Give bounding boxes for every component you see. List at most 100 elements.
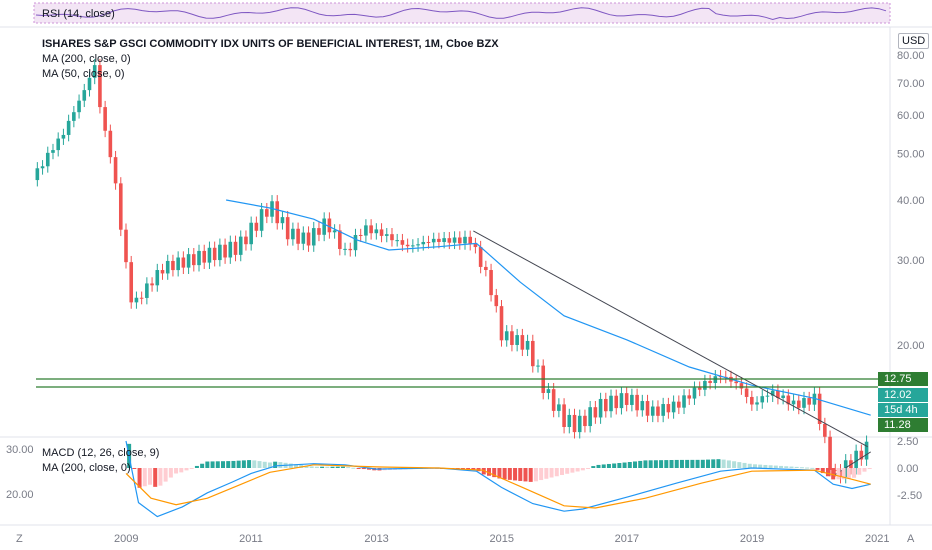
macd-histogram-bar	[137, 468, 142, 488]
macd-histogram-bar	[695, 459, 700, 468]
macd-histogram-bar	[335, 466, 340, 468]
rsi-line	[35, 7, 887, 21]
candle-body	[619, 393, 624, 409]
candle-body	[285, 217, 290, 240]
macd-histogram-bar	[523, 468, 528, 482]
candle-body	[452, 237, 457, 243]
candle-body	[504, 331, 509, 341]
macd-histogram-bar	[147, 468, 152, 485]
macd-histogram-bar	[659, 460, 664, 468]
candle-body	[51, 150, 55, 153]
time-tick-label: 2019	[740, 533, 764, 545]
macd-histogram-bar	[294, 464, 299, 468]
macd-histogram-bar	[471, 468, 476, 470]
macd-histogram-bar	[210, 461, 215, 468]
macd-histogram-bar	[158, 468, 163, 486]
macd-left-tick-label: 20.00	[6, 489, 34, 501]
price-tick-label: 80.00	[897, 50, 925, 62]
candle-body	[609, 395, 613, 412]
candle-body	[150, 283, 154, 286]
candle-body	[405, 244, 410, 247]
candle-body	[515, 335, 519, 345]
macd-histogram-bar	[226, 461, 231, 468]
candle-body	[103, 107, 107, 131]
candle-body	[61, 134, 66, 139]
candle-body	[186, 254, 191, 268]
zoom-icon[interactable]: Z	[16, 533, 23, 545]
macd-histogram-bar	[789, 466, 794, 468]
candle-body	[317, 228, 321, 235]
candle-body	[77, 100, 81, 113]
macd-histogram-bar	[194, 465, 199, 468]
candle-body	[635, 394, 639, 411]
macd-histogram-bar	[257, 461, 262, 468]
macd-histogram-bar	[492, 468, 497, 478]
macd-histogram-bar	[721, 459, 726, 468]
price-tag-12-02: 12.02	[878, 388, 928, 402]
price-tick-label: 20.00	[897, 340, 925, 352]
candle-body	[384, 234, 389, 236]
auto-scale-icon[interactable]: A	[907, 533, 915, 545]
candle-body	[494, 295, 499, 307]
macd-histogram-bar	[836, 468, 841, 480]
candle-body	[343, 248, 347, 250]
macd-histogram-bar	[805, 467, 810, 469]
macd-histogram-bar	[726, 460, 731, 468]
macd-histogram-bar	[163, 468, 168, 482]
macd-histogram-bar	[153, 468, 158, 487]
macd-histogram-bar	[221, 461, 226, 468]
macd-histogram-bar	[586, 468, 591, 469]
candle-body	[864, 441, 869, 460]
price-tick-label: 40.00	[897, 195, 925, 207]
currency-button[interactable]: USD	[898, 33, 930, 49]
candle-body	[755, 402, 759, 405]
macd-tick-label: -2.50	[897, 490, 922, 502]
macd-histogram-bar	[189, 468, 194, 469]
macd-histogram-bar	[533, 468, 538, 482]
macd-histogram-bar	[612, 463, 617, 468]
candle-body	[468, 236, 473, 245]
candle-body	[66, 120, 71, 135]
macd-histogram-bar	[539, 468, 544, 481]
candle-body	[614, 395, 619, 409]
candle-body	[781, 395, 785, 399]
macd-histogram-bar	[580, 468, 585, 471]
candle-body	[411, 245, 415, 247]
macd-histogram-bar	[513, 468, 518, 481]
candle-body	[254, 222, 259, 231]
candle-body	[833, 469, 838, 471]
candle-body	[306, 232, 311, 246]
candle-body	[499, 306, 504, 341]
candle-body	[129, 262, 134, 303]
macd-tick-label: 2.50	[897, 436, 918, 448]
candle-body	[374, 229, 379, 234]
ma50-label: MA (50, close, 0)	[42, 68, 125, 80]
macd-histogram-bar	[507, 468, 512, 480]
candle-body	[489, 270, 493, 296]
candle-body	[228, 241, 233, 258]
macd-histogram-bar	[320, 466, 325, 468]
macd-histogram-bar	[606, 463, 611, 468]
candle-body	[697, 387, 702, 390]
candle-body	[82, 90, 87, 101]
macd-histogram-bar	[700, 459, 705, 468]
macd-histogram-bar	[325, 466, 330, 468]
price-tick-label: 30.00	[897, 255, 925, 267]
macd-histogram-bar	[852, 468, 857, 478]
candle-body	[854, 450, 858, 469]
macd-histogram-bar	[747, 463, 752, 468]
candle-body	[87, 77, 92, 91]
candle-body	[687, 395, 692, 399]
candle-body	[348, 248, 353, 251]
time-tick-label: 2013	[364, 533, 388, 545]
candle-body	[536, 365, 540, 367]
candle-body	[437, 238, 441, 242]
macd-histogram-bar	[638, 460, 643, 468]
macd-histogram-bar	[716, 459, 721, 468]
candle-body	[520, 335, 525, 350]
ma200-label: MA (200, close, 0)	[42, 53, 131, 65]
time-tick-label: 2017	[615, 533, 639, 545]
macd-histogram-bar	[732, 461, 737, 468]
candle-body	[478, 247, 483, 267]
